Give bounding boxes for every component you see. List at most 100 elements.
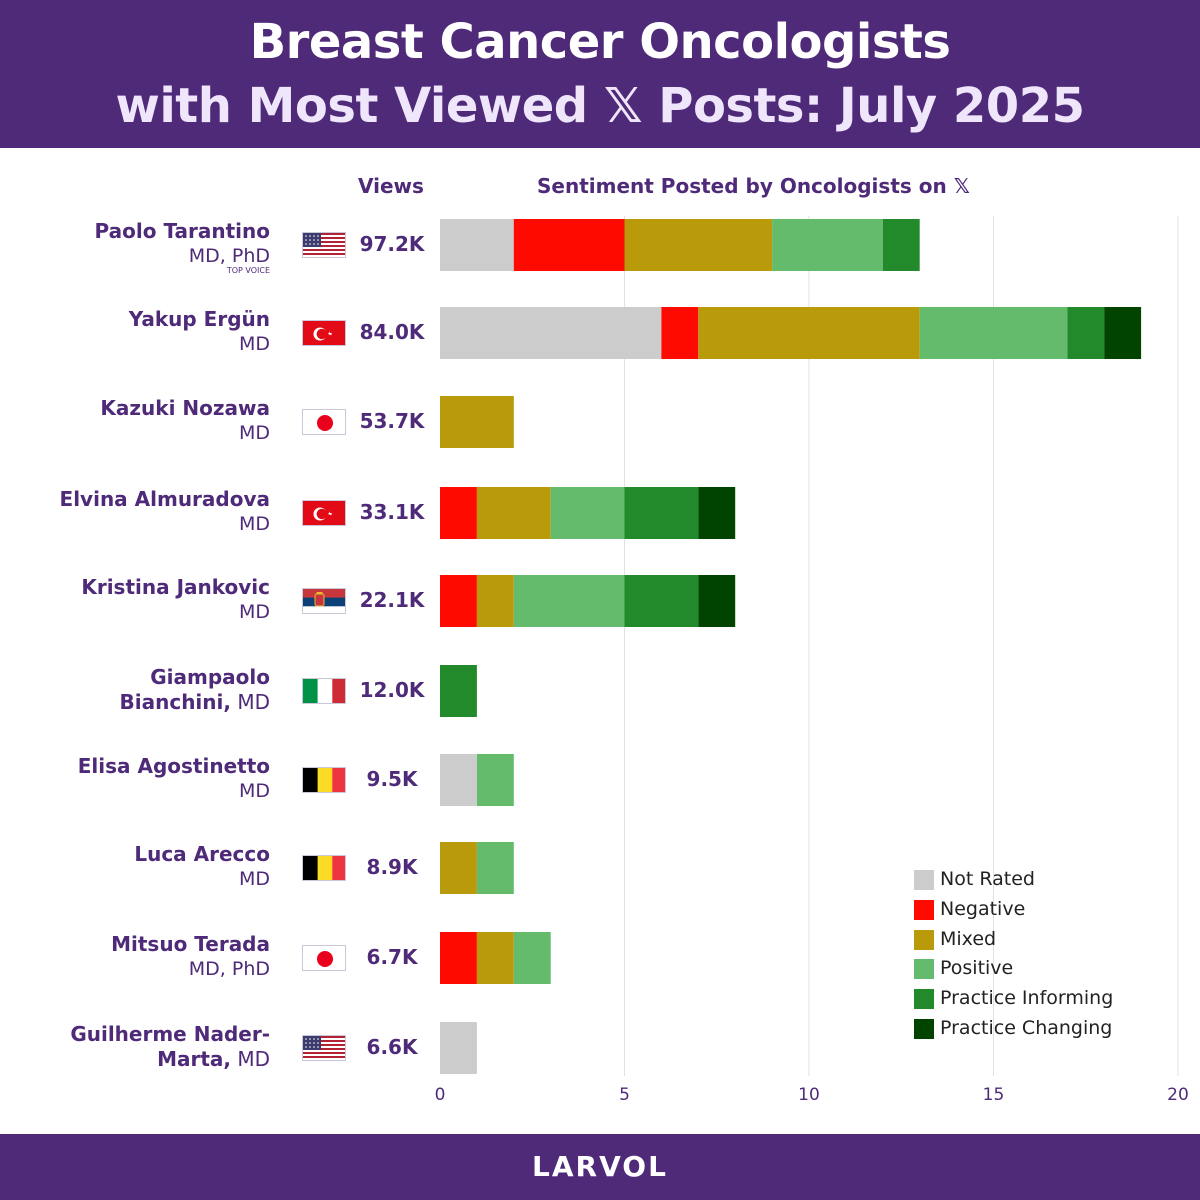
view-count: 33.1K [359,500,425,524]
legend-swatch [914,929,934,950]
legend-swatch [914,899,934,920]
japan-flag-icon [302,409,346,435]
oncologist-name: Giampaolo [150,665,270,689]
oncologist-credentials: MD [238,780,270,802]
bar-segment-negative [440,487,477,539]
oncologist-name-continued: Marta, MD [157,1047,270,1072]
view-count: 8.9K [366,855,418,879]
bar-segment-negative [513,219,625,271]
bar-segment-practice-informing [624,487,699,539]
legend-label: Negative [940,897,1026,920]
bar-segment-positive [513,575,625,627]
x-tick-label: 5 [619,1085,630,1105]
oncologist-name-part: Marta, [157,1047,231,1071]
legend-label: Positive [940,957,1014,980]
bar-segment-practice-informing [624,575,699,627]
bar-segment-negative [440,575,477,627]
turkey-flag-icon [302,500,346,526]
bar-segment-not-rated [440,307,662,359]
page-subtitle: with Most Viewed 𝕏 Posts: July 2025 [115,78,1085,134]
oncologist-credentials: MD [230,1047,270,1071]
oncologist-credentials: MD [238,868,270,890]
bar-segment-mixed [476,487,551,539]
x-tick-label: 20 [1167,1085,1189,1105]
top-voice-badge: TOP VOICE [226,266,270,275]
turkey-flag-icon [302,320,346,346]
legend-label: Practice Changing [940,1017,1113,1039]
footer-banner [0,1134,1200,1200]
oncologist-name-part: Bianchini, [119,690,231,714]
bar-segment-mixed [476,932,514,984]
bar-segment-negative [661,307,699,359]
oncologist-name: Guilherme Nader- [70,1022,270,1046]
brand-logo-text: LARVOL [532,1150,668,1183]
view-count: 53.7K [359,409,425,433]
bar-segment-practice-informing [440,665,477,717]
bar-segment-not-rated [440,754,477,806]
bar-segment-practice-informing [1067,307,1105,359]
legend-label: Mixed [940,927,997,950]
oncologist-credentials: MD [238,422,270,444]
bar-segment-negative [440,932,477,984]
bar-segment-mixed [476,575,514,627]
bar-segment-not-rated [440,1022,477,1074]
oncologist-name: Elvina Almuradova [59,487,270,511]
oncologist-credentials: MD [230,690,270,714]
bar-segment-positive [513,932,551,984]
usa-flag-icon [302,232,346,258]
legend-label: Not Rated [940,868,1035,890]
views-column-header: Views [358,174,424,198]
view-count: 84.0K [359,320,425,344]
legend-swatch [914,959,934,980]
oncologist-name: Paolo Tarantino [94,219,270,243]
oncologist-name: Yakup Ergün [128,307,270,331]
bar-segment-practice-changing [698,487,736,539]
oncologist-credentials: MD, PhD [188,958,270,980]
oncologist-credentials: MD, PhD [188,245,270,267]
bar-segment-positive [476,754,514,806]
serbia-flag-icon [302,588,346,614]
view-count: 9.5K [366,767,418,791]
bar-segment-positive [550,487,625,539]
oncologist-credentials: MD [238,513,270,535]
oncologist-credentials: MD [238,333,270,355]
legend-label: Practice Informing [940,987,1114,1010]
view-count: 22.1K [359,588,425,612]
legend-swatch [914,1019,934,1039]
x-tick-label: 10 [798,1085,820,1105]
view-count: 6.6K [366,1035,418,1059]
legend-swatch [914,870,934,890]
oncologist-name: Luca Arecco [134,842,270,866]
bar-segment-positive [476,842,514,894]
x-tick-label: 15 [983,1085,1005,1105]
legend-swatch [914,989,934,1010]
header-banner [0,0,1200,148]
x-tick-label: 0 [435,1085,446,1105]
italy-flag-icon [302,678,346,704]
oncologist-credentials: MD [238,601,270,623]
japan-flag-icon [302,945,346,971]
bar-segment-not-rated [440,219,514,271]
sentiment-column-header: Sentiment Posted by Oncologists on 𝕏 [537,174,970,198]
bar-segment-practice-informing [882,219,920,271]
usa-flag-icon [302,1035,346,1061]
view-count: 12.0K [359,678,425,702]
view-count: 97.2K [359,232,425,256]
oncologist-name: Elisa Agostinetto [77,754,270,778]
bar-segment-mixed [698,307,920,359]
belgium-flag-icon [302,855,346,881]
view-count: 6.7K [366,945,418,969]
bar-segment-mixed [440,396,514,448]
bar-segment-positive [772,219,883,271]
oncologist-name: Kristina Jankovic [81,575,270,599]
bar-segment-positive [919,307,1068,359]
bar-segment-mixed [440,842,477,894]
page-title: Breast Cancer Oncologists [249,14,951,70]
bar-segment-mixed [624,219,773,271]
belgium-flag-icon [302,767,346,793]
oncologist-name-continued: Bianchini, MD [120,690,271,715]
oncologist-name: Mitsuo Terada [111,932,270,956]
oncologist-name: Kazuki Nozawa [100,396,270,420]
bar-segment-practice-changing [698,575,736,627]
